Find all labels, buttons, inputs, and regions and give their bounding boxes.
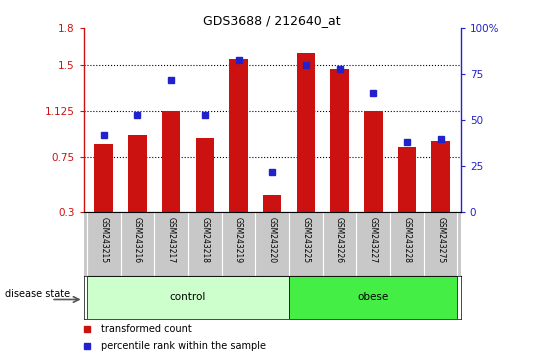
Text: obese: obese xyxy=(358,292,389,302)
Bar xyxy=(87,276,289,319)
Text: GSM243228: GSM243228 xyxy=(403,217,411,263)
Bar xyxy=(398,147,416,212)
Bar xyxy=(128,135,147,212)
Bar xyxy=(364,111,383,212)
Bar xyxy=(296,53,315,212)
Text: GSM243220: GSM243220 xyxy=(268,217,277,264)
Bar xyxy=(263,195,281,212)
Text: GSM243216: GSM243216 xyxy=(133,217,142,264)
Bar xyxy=(431,141,450,212)
Text: GSM243215: GSM243215 xyxy=(99,217,108,264)
Text: percentile rank within the sample: percentile rank within the sample xyxy=(100,341,266,351)
Text: control: control xyxy=(170,292,206,302)
Title: GDS3688 / 212640_at: GDS3688 / 212640_at xyxy=(203,14,341,27)
Text: disease state: disease state xyxy=(5,289,71,299)
Bar xyxy=(196,138,214,212)
Text: GSM243225: GSM243225 xyxy=(301,217,310,264)
Bar xyxy=(289,276,458,319)
Text: GSM243218: GSM243218 xyxy=(201,217,209,263)
Text: GSM243226: GSM243226 xyxy=(335,217,344,264)
Text: GSM243219: GSM243219 xyxy=(234,217,243,264)
Bar xyxy=(94,144,113,212)
Bar xyxy=(229,59,248,212)
Bar xyxy=(330,69,349,212)
Text: GSM243275: GSM243275 xyxy=(436,217,445,264)
Bar xyxy=(162,111,181,212)
Text: transformed count: transformed count xyxy=(100,324,191,333)
Text: GSM243227: GSM243227 xyxy=(369,217,378,264)
Text: GSM243217: GSM243217 xyxy=(167,217,176,264)
